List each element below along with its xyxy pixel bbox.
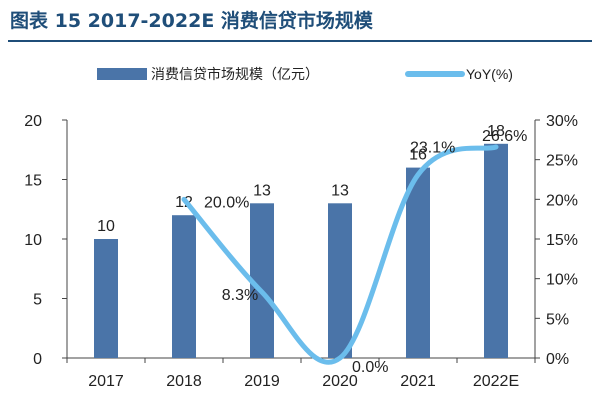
bar (406, 167, 430, 358)
figure-title: 图表 15 2017-2022E 消费信贷市场规模 (10, 10, 373, 32)
x-tick-label: 2022E (473, 373, 519, 390)
right-tick-label: 30% (546, 113, 578, 130)
left-tick-label: 20 (24, 113, 42, 130)
legend-bar-label: 消费信贷市场规模（亿元） (151, 66, 319, 82)
left-axis-ticks: 0 5 10 15 20 (24, 113, 67, 368)
line-data-labels: 20.0% 8.3% 0.0% 23.1% 26.6% (204, 128, 527, 376)
x-tick-label: 2018 (166, 373, 202, 390)
line-series (181, 144, 499, 365)
bar (328, 203, 352, 358)
yoy-value-label: 0.0% (352, 359, 388, 376)
right-tick-label: 25% (546, 153, 578, 170)
bar-value-label: 13 (253, 182, 271, 199)
right-axis-ticks: 0% 5% 10% 15% 20% 25% 30% (535, 113, 578, 368)
legend-bar-swatch (97, 68, 147, 80)
yoy-line (181, 144, 499, 365)
yoy-value-label: 26.6% (482, 128, 527, 145)
bar (484, 143, 508, 358)
yoy-value-label: 20.0% (204, 194, 249, 211)
left-tick-label: 5 (33, 292, 42, 309)
right-tick-label: 10% (546, 272, 578, 289)
x-tick-label: 2019 (244, 373, 280, 390)
bar-value-label: 18 (487, 123, 505, 140)
left-tick-label: 15 (24, 173, 42, 190)
bar-value-label: 13 (331, 182, 349, 199)
bar-value-label: 10 (97, 218, 115, 235)
right-tick-label: 20% (546, 192, 578, 209)
bar-value-label: 16 (409, 147, 427, 164)
title-underline (8, 40, 592, 42)
left-tick-label: 10 (24, 232, 42, 249)
left-tick-label: 0 (33, 351, 42, 368)
x-axis-ticks: 2017 2018 2019 2020 2021 2022E (66, 358, 536, 390)
x-tick-label: 2020 (322, 373, 358, 390)
bar-series (94, 143, 508, 358)
x-tick-label: 2021 (400, 373, 436, 390)
right-tick-label: 0% (546, 351, 569, 368)
legend-line-label: YoY(%) (466, 66, 513, 82)
bar (94, 239, 118, 358)
yoy-value-label: 23.1% (410, 140, 455, 157)
yoy-value-label: 8.3% (222, 287, 258, 304)
bar (172, 215, 196, 358)
right-tick-label: 5% (546, 311, 569, 328)
right-tick-label: 15% (546, 232, 578, 249)
x-tick-label: 2017 (88, 373, 124, 390)
